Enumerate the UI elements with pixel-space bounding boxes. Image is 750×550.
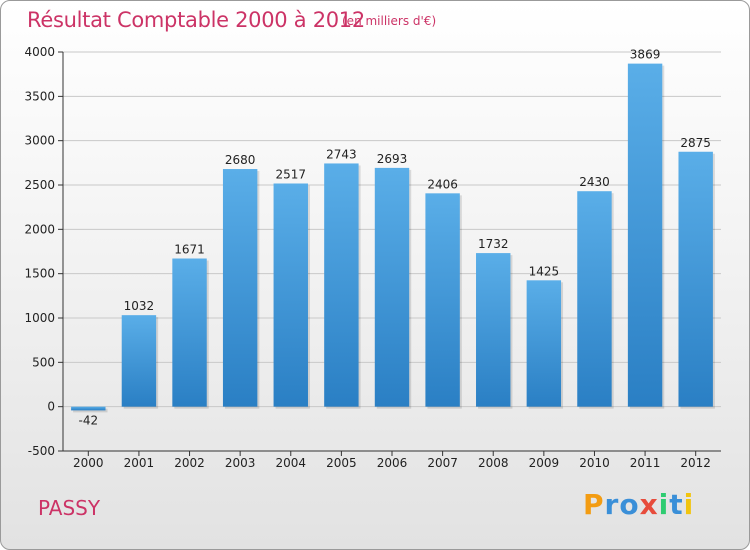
proxiti-logo: Proxiti	[583, 488, 694, 521]
x-tick-label: 2010	[579, 456, 610, 470]
brand-letter: i	[658, 488, 670, 521]
x-tick-label: 2003	[225, 456, 256, 470]
brand-letter: x	[639, 488, 659, 521]
x-tick-label: 2006	[377, 456, 408, 470]
data-label: 2743	[326, 147, 357, 161]
brand-letter: i	[683, 488, 695, 521]
bar	[121, 315, 157, 407]
y-tick-label: 1000	[24, 311, 55, 325]
data-label: 1032	[124, 299, 155, 313]
x-tick-label: 2001	[124, 456, 155, 470]
y-tick-label: 3000	[24, 134, 55, 148]
bar	[526, 280, 562, 407]
bar	[425, 193, 460, 407]
location-label: PASSY	[38, 496, 101, 520]
x-tick-label: 2012	[680, 456, 711, 470]
brand-letter: P	[583, 488, 605, 521]
bar	[374, 167, 410, 407]
data-label: 3869	[630, 48, 661, 62]
chart-subtitle: (en milliers d'€)	[342, 14, 437, 28]
brand-letter: t	[669, 488, 684, 521]
data-label: 1732	[478, 237, 509, 251]
y-tick-label: 0	[47, 400, 55, 414]
bar	[577, 191, 612, 407]
x-tick-label: 2009	[529, 456, 560, 470]
data-label: 1671	[174, 243, 205, 257]
bar	[678, 151, 713, 407]
bar	[476, 253, 511, 407]
bar-shadow	[73, 408, 108, 413]
bar	[222, 169, 258, 407]
data-label: 2406	[427, 177, 458, 191]
y-tick-label: -500	[28, 444, 55, 458]
x-tick-label: 2004	[275, 456, 306, 470]
data-label: 2430	[579, 175, 610, 189]
y-tick-label: 500	[32, 355, 55, 369]
chart-title: Résultat Comptable 2000 à 2012	[27, 8, 365, 32]
x-tick-label: 2011	[630, 456, 661, 470]
y-tick-label: 1500	[24, 267, 55, 281]
data-label: 2680	[225, 153, 256, 167]
x-tick-label: 2002	[174, 456, 205, 470]
bar	[172, 258, 207, 407]
x-tick-label: 2007	[427, 456, 458, 470]
y-tick-label: 2500	[24, 178, 55, 192]
y-tick-label: 3500	[24, 89, 55, 103]
bar	[71, 406, 106, 411]
bar	[273, 183, 308, 407]
x-tick-label: 2008	[478, 456, 509, 470]
data-label: 2875	[680, 136, 711, 150]
y-tick-label: 4000	[24, 45, 55, 59]
brand-letter: o	[619, 488, 640, 521]
bar	[627, 63, 663, 407]
brand-letter: r	[604, 488, 620, 521]
data-label: 1425	[529, 264, 560, 278]
y-tick-label: 2000	[24, 222, 55, 236]
x-tick-label: 2000	[73, 456, 104, 470]
data-label: 2517	[275, 167, 306, 181]
data-label: 2693	[377, 152, 408, 166]
x-tick-label: 2005	[326, 456, 357, 470]
data-label: -42	[79, 413, 99, 427]
bar	[324, 163, 359, 407]
